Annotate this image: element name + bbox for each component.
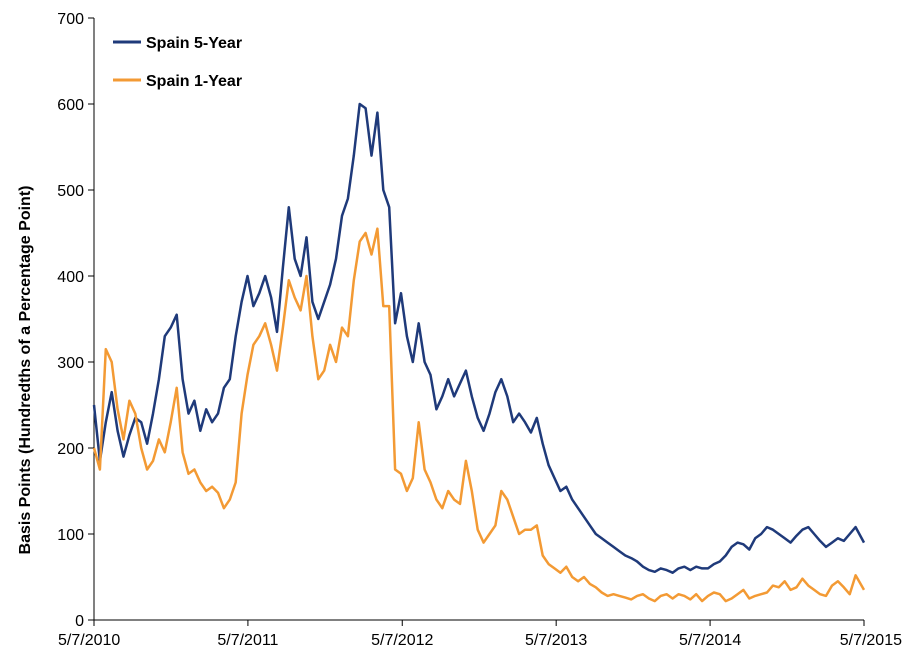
legend-label-1: Spain 1-Year <box>146 73 242 90</box>
y-tick-label: 200 <box>57 441 84 458</box>
y-tick-label: 500 <box>57 183 84 200</box>
x-tick-label: 5/7/2011 <box>217 632 278 649</box>
x-tick-label: 5/7/2012 <box>371 632 433 649</box>
y-tick-label: 300 <box>57 355 84 372</box>
series-line-0 <box>92 102 866 574</box>
legend: Spain 5-Year Spain 1-Year <box>113 35 242 90</box>
y-axis-title: Basis Points (Hundredths of a Percentage… <box>17 186 34 555</box>
x-tick-label: 5/7/2010 <box>58 632 120 649</box>
x-tick-label: 5/7/2014 <box>679 632 741 649</box>
x-tick-label: 5/7/2015 <box>840 632 902 649</box>
x-tick-label: 5/7/2013 <box>525 632 587 649</box>
tick-labels: 0 100 200 300 400 500 600 700 5/7/2010 5/7/2011 5/… <box>57 11 902 649</box>
legend-label-0: Spain 5-Year <box>146 35 242 52</box>
y-tick-label: 600 <box>57 97 84 114</box>
y-tick-label: 400 <box>57 269 84 286</box>
y-tick-label: 100 <box>57 527 84 544</box>
y-tick-label: 0 <box>75 613 84 630</box>
axes <box>88 17 865 626</box>
y-tick-label: 700 <box>57 11 84 28</box>
series-line-1 <box>92 227 866 603</box>
series-layer <box>92 102 866 603</box>
